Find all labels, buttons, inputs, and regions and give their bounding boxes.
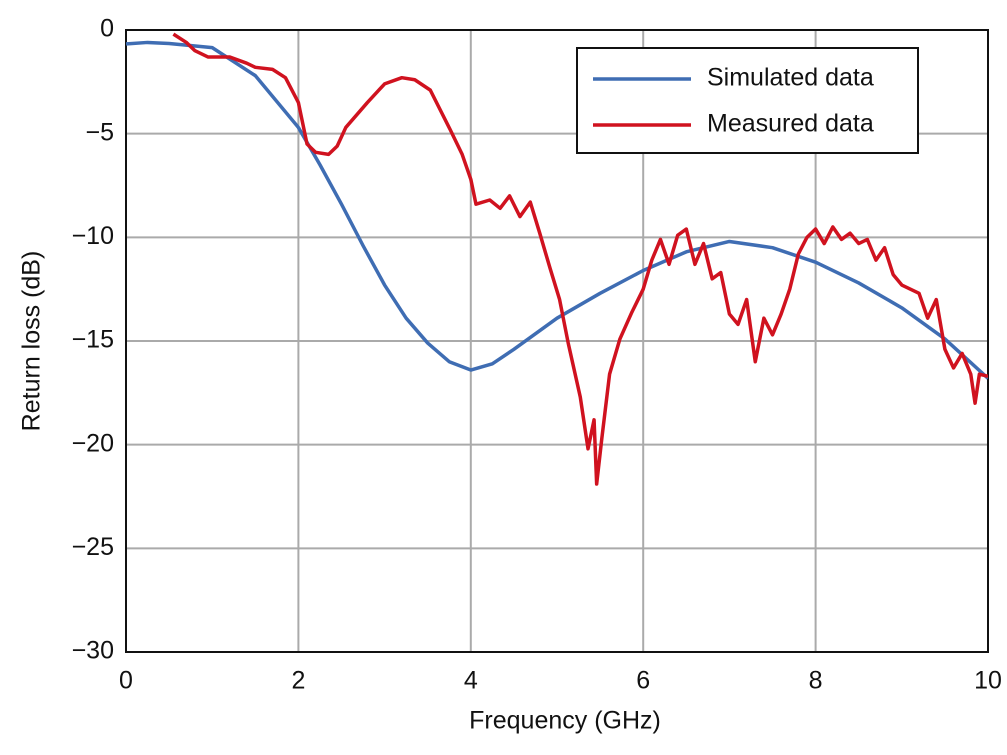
y-axis-label: Return loss (dB) [18,251,46,432]
legend-label: Simulated data [707,64,874,92]
legend-label: Measured data [707,110,874,138]
y-tick-label: 0 [100,15,114,43]
series-line [172,32,988,486]
legend-box [576,47,919,154]
y-tick-label: −10 [72,222,114,250]
x-tick-label: 8 [809,667,823,695]
y-tick-label: −20 [72,429,114,457]
series-line [126,40,988,380]
x-tick-label: 4 [464,667,478,695]
y-tick-label: −15 [72,326,114,354]
x-tick-label: 0 [119,667,133,695]
y-tick-label: −30 [72,637,114,665]
y-tick-label: −25 [72,533,114,561]
x-axis-label: Frequency (GHz) [469,707,661,735]
y-tick-label: −5 [85,118,114,146]
x-tick-label: 6 [636,667,650,695]
plot-frame [125,29,989,653]
x-tick-label: 2 [291,667,305,695]
x-tick-label: 10 [974,667,1002,695]
